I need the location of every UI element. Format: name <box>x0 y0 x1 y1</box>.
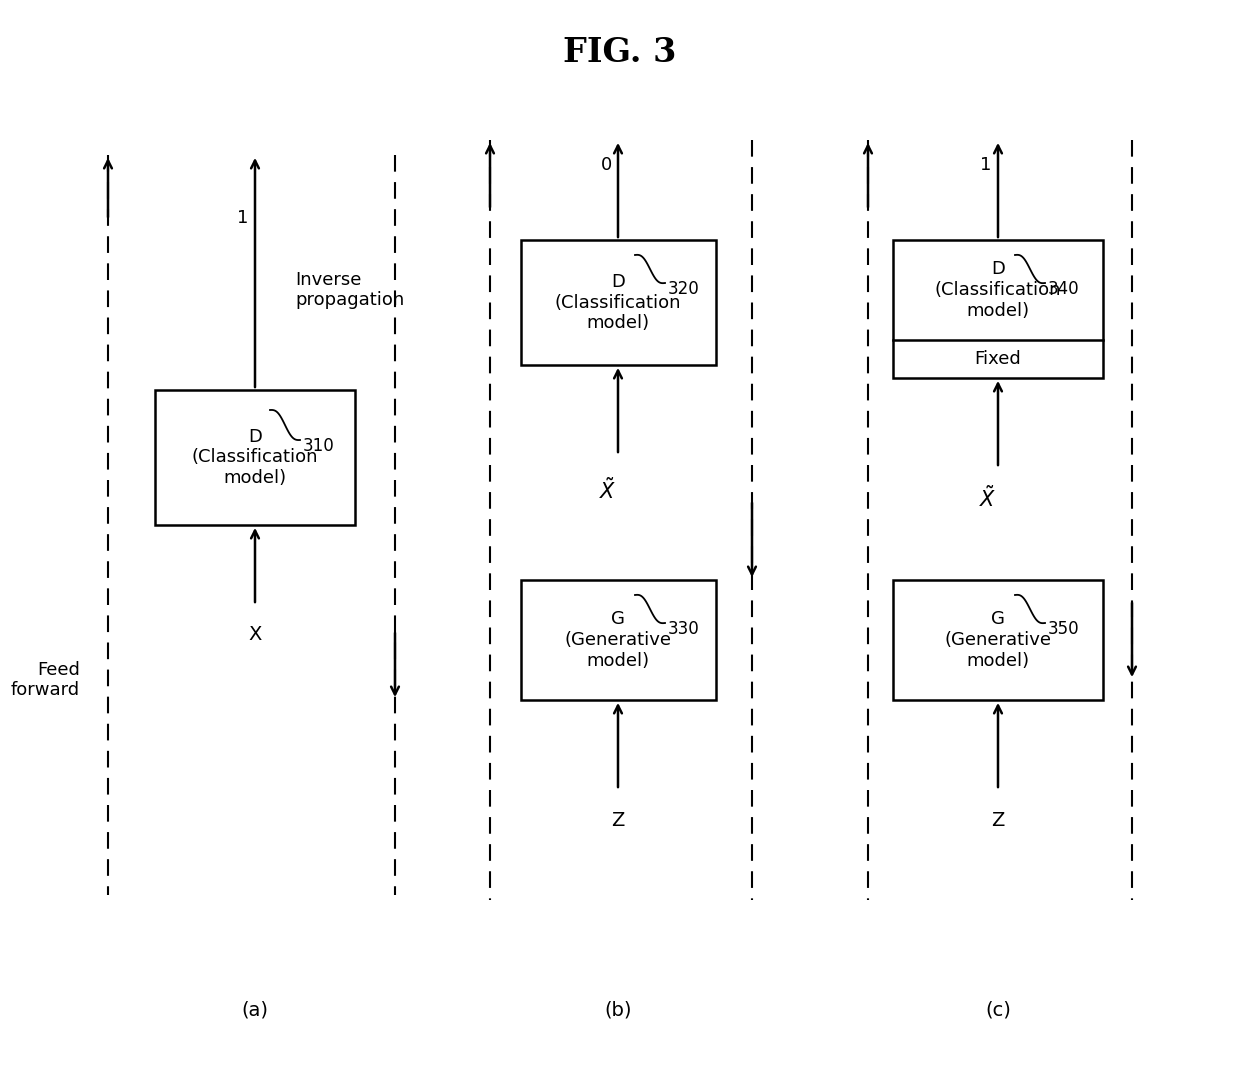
Text: Z: Z <box>991 810 1004 830</box>
Text: 350: 350 <box>1048 620 1080 638</box>
Text: D
(Classification
model): D (Classification model) <box>554 273 681 332</box>
Text: Inverse
propagation: Inverse propagation <box>295 271 404 309</box>
Text: X: X <box>248 626 262 644</box>
Text: (b): (b) <box>604 1000 631 1020</box>
Text: FIG. 3: FIG. 3 <box>563 36 677 69</box>
Text: Z: Z <box>611 810 625 830</box>
Text: $\tilde{X}$: $\tilde{X}$ <box>980 485 997 511</box>
Text: 330: 330 <box>668 620 699 638</box>
Text: G
(Generative
model): G (Generative model) <box>564 610 672 669</box>
Text: D
(Classification
model): D (Classification model) <box>192 428 319 487</box>
Text: G
(Generative
model): G (Generative model) <box>945 610 1052 669</box>
Text: D
(Classification
model): D (Classification model) <box>935 260 1061 320</box>
Text: 1: 1 <box>237 209 249 227</box>
Text: 340: 340 <box>1048 280 1080 298</box>
Text: (c): (c) <box>985 1000 1011 1020</box>
Bar <box>155 390 355 525</box>
Text: 310: 310 <box>303 437 335 455</box>
Text: 0: 0 <box>600 156 611 174</box>
Text: Fixed: Fixed <box>975 351 1022 368</box>
Bar <box>893 580 1104 700</box>
Bar <box>893 240 1104 378</box>
Text: 320: 320 <box>668 280 699 298</box>
Text: $\tilde{X}$: $\tilde{X}$ <box>599 477 616 503</box>
Text: Feed
forward: Feed forward <box>11 661 81 699</box>
Bar <box>521 580 715 700</box>
Bar <box>521 240 715 365</box>
Text: 1: 1 <box>981 156 992 174</box>
Text: (a): (a) <box>242 1000 269 1020</box>
